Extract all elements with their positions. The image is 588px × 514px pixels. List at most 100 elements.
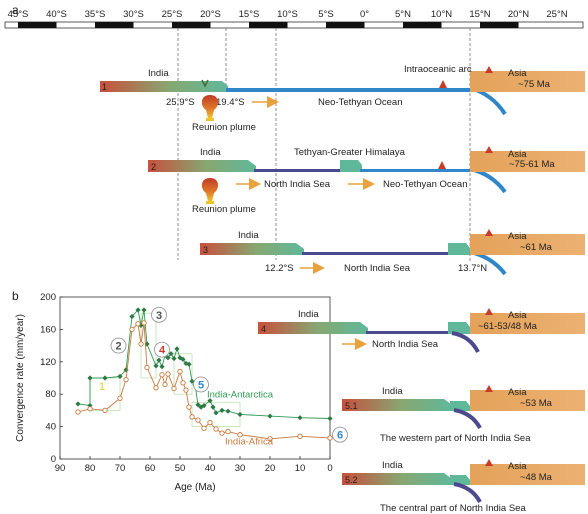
himalaya-block-3	[448, 243, 470, 255]
scale-labels: 45°S 40°S 35°S 30°S 25°S 20°S 15°S 10°S 5°S 0° 5°N…	[8, 9, 568, 20]
row-3-number: 3	[203, 245, 208, 255]
asia-plate-2	[470, 151, 585, 172]
stage-circle	[151, 306, 167, 323]
legend-india-africa: India-Africa	[225, 436, 274, 447]
data-point	[159, 364, 165, 370]
north-india-sea-3	[302, 252, 452, 255]
data-point	[237, 432, 243, 438]
data-point	[186, 361, 192, 367]
dashed-reference-lines	[177, 28, 471, 262]
row-1-lat-right: 19.4°S	[216, 97, 245, 108]
row-3-lat-right: 13.7°N	[458, 263, 487, 274]
scale-label: 40°S	[46, 9, 67, 20]
data-point	[327, 415, 333, 422]
india-plate-2	[148, 160, 256, 172]
row-4-north-sea-label: North India Sea	[372, 339, 439, 350]
row-5-1-number: 5.1	[345, 401, 358, 411]
data-point	[327, 435, 333, 441]
row-5-2-number: 5.2	[345, 475, 358, 485]
scale-label: 20°N	[508, 9, 529, 20]
scale-label: 10°S	[277, 9, 298, 20]
india-plate-1	[100, 81, 228, 92]
data-point	[177, 368, 183, 375]
data-point	[207, 419, 213, 426]
data-point	[297, 415, 303, 421]
data-point	[213, 426, 219, 432]
north-india-sea-4	[366, 331, 450, 334]
data-point	[75, 401, 81, 407]
data-point	[102, 375, 108, 381]
v-marker-icon	[201, 79, 209, 88]
data-point	[219, 430, 225, 436]
scale-bar-frame	[4, 21, 584, 29]
chart-annotations: 1 2 3 4 5 6	[99, 306, 348, 443]
data-point	[180, 380, 186, 386]
intraoceanic-arc-triangle	[439, 80, 447, 88]
data-point	[153, 363, 159, 369]
neo-tethyan-ocean-1	[226, 88, 474, 92]
row-5-2-age-label: ~48 Ma	[520, 472, 553, 483]
row-5-2-asia-label: Asia	[508, 461, 527, 472]
y-tick-label: 80	[45, 389, 56, 400]
scale-segment	[480, 22, 519, 28]
data-point	[153, 385, 159, 391]
latitude-scale: 45°S 40°S 35°S 30°S 25°S 20°S 15°S 10°S 5°S 0° 5°N…	[4, 9, 584, 29]
scale-segment	[249, 22, 288, 28]
row-5-1-age-label: ~53 Ma	[520, 398, 553, 409]
scale-label: 5°S	[318, 9, 333, 20]
x-tick-label: 20	[265, 463, 276, 474]
data-point	[189, 414, 195, 420]
scale-segment	[403, 22, 442, 28]
himalaya-block-4	[448, 322, 470, 334]
data-point	[201, 425, 207, 431]
row-4-asia-label: Asia	[508, 310, 527, 321]
data-point	[168, 351, 174, 357]
scale-segment	[172, 22, 211, 28]
row-1-plume-label: Reunion plume	[192, 122, 256, 133]
data-point	[171, 355, 177, 362]
scale-segment	[95, 22, 134, 28]
row-5-1-india-label: India	[382, 386, 403, 397]
stage-guide-box	[173, 353, 193, 395]
india-plate-4	[258, 322, 368, 334]
scale-bar-segments	[18, 22, 519, 28]
x-tick-label: 90	[55, 463, 66, 474]
row-2-plume-label: Reunion plume	[192, 204, 256, 215]
data-point	[225, 428, 231, 435]
subducting-slab-4	[451, 331, 480, 353]
data-point	[144, 364, 150, 371]
data-point	[165, 371, 171, 377]
data-point	[117, 373, 123, 379]
x-tick-label: 50	[175, 463, 186, 474]
stage-circle	[332, 426, 348, 443]
data-point	[87, 402, 93, 409]
scale-segment	[326, 22, 365, 28]
data-point	[297, 433, 303, 439]
x-tick-label: 80	[85, 463, 96, 474]
reunion-plume-icon-2	[201, 178, 219, 204]
row-4-age-label: ~61-53/48 Ma	[478, 321, 538, 332]
row-2-india-label: India	[200, 147, 221, 158]
row-4-reconstruction: 4 India Asia ~61-53/48 Ma North India Se…	[258, 308, 585, 353]
data-point	[162, 381, 168, 388]
data-point	[237, 411, 243, 418]
data-point	[195, 402, 201, 408]
data-point	[210, 404, 216, 410]
x-tick-label: 70	[115, 463, 126, 474]
row-3-age-label: ~61 Ma	[520, 242, 553, 253]
row-5-2-caption: The central part of North India Sea	[380, 503, 526, 514]
scale-label: 30°S	[123, 9, 144, 20]
data-point	[129, 326, 135, 333]
scale-label: 20°S	[200, 9, 221, 20]
data-point	[165, 355, 171, 361]
scale-label: 5°N	[395, 9, 411, 20]
data-point	[198, 404, 204, 410]
stage-number-label: 3	[156, 310, 162, 322]
data-point	[75, 409, 81, 415]
stage-number-label: 2	[115, 341, 121, 353]
data-point	[141, 307, 147, 313]
row-1-number: 1	[102, 82, 107, 92]
data-point	[102, 407, 108, 414]
data-point	[174, 346, 180, 352]
data-point	[225, 408, 231, 414]
